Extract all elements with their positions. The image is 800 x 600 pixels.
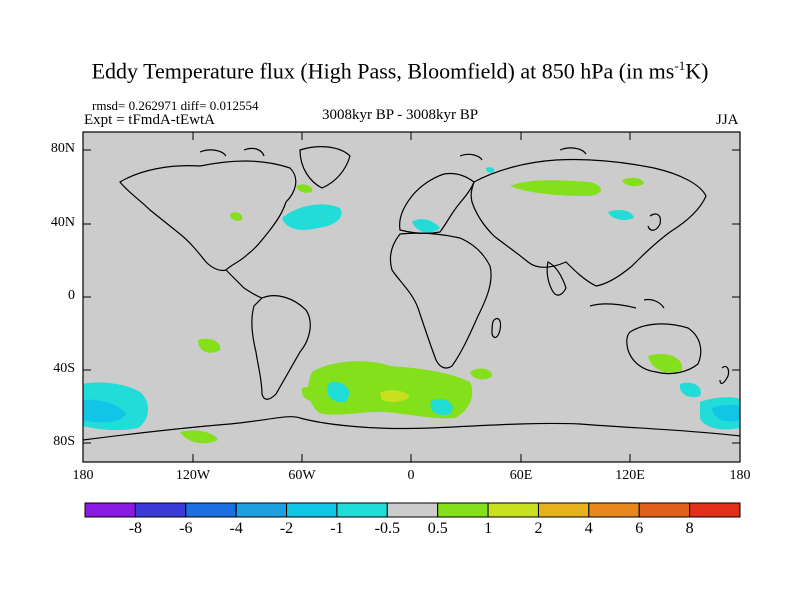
period-label: 3008kyr BP - 3008kyr BP bbox=[322, 107, 479, 123]
coast-antarctica bbox=[82, 416, 741, 441]
colorbar-label-11: 8 bbox=[685, 520, 694, 537]
colorbar-swatch-2 bbox=[185, 502, 237, 518]
lon-label-0: 0 bbox=[407, 468, 415, 483]
lon-label-60e: 60E bbox=[509, 468, 533, 483]
colorbar-swatch-7 bbox=[437, 502, 489, 518]
lat-tick-marks bbox=[83, 149, 740, 444]
coast-japan bbox=[647, 213, 661, 231]
coastlines bbox=[82, 146, 741, 441]
coast-africa bbox=[389, 232, 492, 369]
patch-south-african-green bbox=[470, 368, 492, 380]
colorbar-swatch-4 bbox=[286, 502, 338, 518]
rmsd-diff-label: rmsd= 0.262971 diff= 0.012554 bbox=[92, 98, 259, 113]
patch-indian-cyan bbox=[679, 382, 701, 398]
patch-arctic-cyan bbox=[486, 167, 495, 173]
patch-north-america-green bbox=[296, 184, 313, 193]
map-title: Eddy Temperature flux (High Pass, Bloomf… bbox=[91, 58, 709, 84]
patch-south-pacific-green-2 bbox=[198, 338, 221, 353]
patch-north-atlantic-cyan bbox=[282, 204, 342, 230]
patch-antarctic-green bbox=[180, 430, 218, 444]
coast-new-zealand bbox=[719, 365, 730, 385]
colorbar-label-7: 1 bbox=[484, 520, 493, 537]
coast-south-america bbox=[251, 295, 311, 400]
coast-australia bbox=[626, 323, 702, 375]
lat-label-80n: 80N bbox=[50, 141, 75, 156]
coast-indonesia bbox=[589, 298, 665, 309]
coast-india bbox=[546, 261, 567, 296]
coast-central-america bbox=[225, 269, 263, 299]
patch-indian-ocean-green bbox=[648, 353, 683, 373]
colorbar-swatch-0 bbox=[84, 502, 136, 518]
patch-mediterranean-cyan bbox=[412, 219, 440, 233]
patch-southwest-blue bbox=[83, 399, 126, 423]
colorbar-swatch-5 bbox=[336, 502, 388, 518]
colorbar-label-8: 2 bbox=[534, 520, 543, 537]
patch-asia-green bbox=[510, 180, 601, 196]
coast-greenland bbox=[299, 146, 351, 189]
lat-label-40s: 40S bbox=[53, 361, 75, 376]
patch-east-asia-cyan bbox=[608, 210, 634, 220]
colorbar-label-1: -6 bbox=[179, 520, 193, 537]
coast-asia bbox=[470, 158, 707, 287]
lon-tick-marks bbox=[82, 132, 741, 462]
patch-south-atlantic-cyan-2 bbox=[430, 398, 453, 416]
colorbar-swatch-12 bbox=[689, 502, 741, 518]
colorbar-label-0: -8 bbox=[128, 520, 143, 537]
colorbar-swatch-1 bbox=[134, 502, 187, 518]
lon-label-180w: 180 bbox=[72, 468, 94, 483]
colorbar-swatch-9 bbox=[537, 502, 590, 518]
lat-label-80s: 80S bbox=[53, 434, 75, 449]
lon-label-180e: 180 bbox=[729, 468, 751, 483]
patch-southeast-blue bbox=[712, 405, 740, 422]
colorbar-label-2: -4 bbox=[229, 520, 243, 537]
season-label: JJA bbox=[716, 112, 739, 128]
patch-south-pacific-green bbox=[301, 386, 322, 402]
colorbar-swatch-11 bbox=[638, 502, 691, 518]
patch-atlantic-green-small bbox=[230, 212, 243, 221]
colorbar bbox=[84, 502, 741, 518]
colorbar-swatch-3 bbox=[235, 502, 288, 518]
lon-label-120e: 120E bbox=[615, 468, 645, 483]
colorbar-label-5: -0.5 bbox=[374, 520, 400, 537]
lon-label-60w: 60W bbox=[288, 468, 316, 483]
coast-madagascar bbox=[491, 317, 502, 339]
colorbar-label-9: 4 bbox=[584, 520, 593, 537]
colorbar-swatch-6 bbox=[386, 502, 439, 518]
coast-north-america bbox=[119, 160, 297, 272]
colorbar-label-10: 6 bbox=[635, 520, 644, 537]
patch-south-atlantic-yellow bbox=[380, 390, 410, 403]
lat-label-40n: 40N bbox=[50, 215, 75, 230]
colorbar-swatch-10 bbox=[588, 502, 640, 518]
lat-label-0: 0 bbox=[68, 288, 75, 303]
colorbar-label-4: -1 bbox=[330, 520, 344, 537]
lon-label-120w: 120W bbox=[175, 468, 211, 483]
colorbar-swatch-8 bbox=[487, 502, 539, 518]
colorbar-label-3: -2 bbox=[279, 520, 294, 537]
colorbar-label-6: 0.5 bbox=[427, 520, 448, 537]
coast-arctic-islands bbox=[199, 147, 587, 161]
experiment-label: Expt = tFmdA-tEwtA bbox=[84, 112, 215, 128]
patch-south-atlantic-cyan bbox=[327, 381, 350, 403]
anomaly-patches bbox=[83, 167, 740, 444]
patch-far-east-green bbox=[622, 177, 644, 187]
